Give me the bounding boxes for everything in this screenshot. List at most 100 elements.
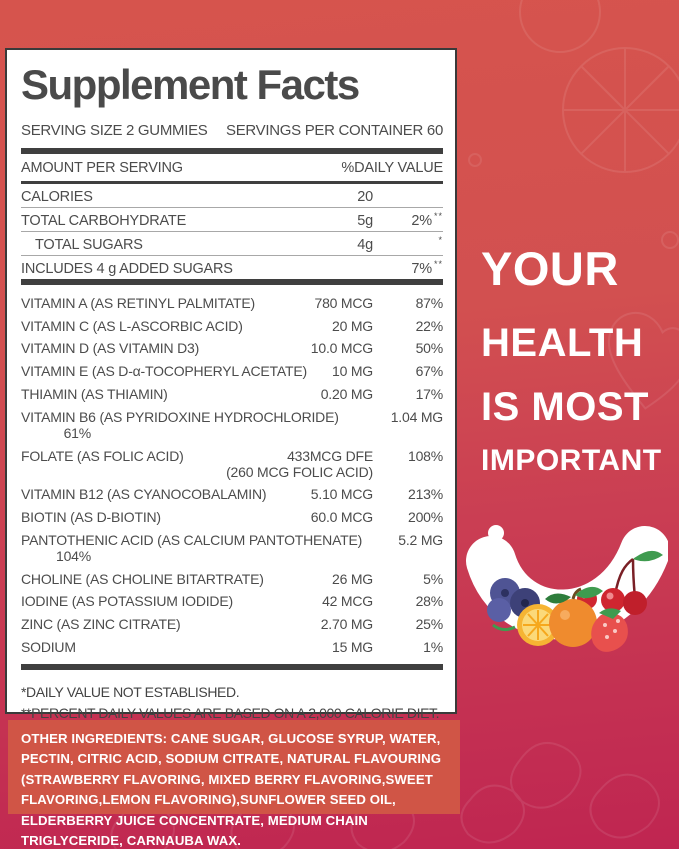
nutrient-amount: 60.0 MCG [310, 509, 373, 526]
fruits-smile-illustration [466, 525, 668, 652]
nutrient-amount: 1.04 MG [390, 408, 443, 425]
serving-info-row: SERVING SIZE 2 GUMMIES SERVINGS PER CONT… [21, 122, 443, 139]
table-row: TOTAL CARBOHYDRATE 5g 2% ** [21, 208, 443, 232]
nutrient-amount: 433MCG DFE [287, 447, 373, 464]
nutrient-name: VITAMIN B12 (AS CYANOCOBALAMIN) [21, 486, 267, 503]
table-row: VITAMIN B12 (AS CYANOCOBALAMIN) 5.10 MCG 2… [21, 483, 443, 506]
table-row: ZINC (AS ZINC CITRATE) 2.70 MG 25% [21, 613, 443, 636]
nutrient-name: PANTOTHENIC ACID (AS CALCIUM PANTOTHENAT… [21, 531, 363, 548]
nutrient-amount: 780 MCG [314, 294, 373, 311]
tagline-line-1: YOUR [481, 242, 619, 295]
supplement-facts-panel: Supplement Facts SERVING SIZE 2 GUMMIES … [5, 48, 457, 721]
nutrient-amount: 10.0 MCG [310, 340, 373, 357]
nutrient-daily-value: 5% [423, 570, 443, 587]
nutrient-daily-value: 200% [407, 509, 443, 526]
nutrient-name: BIOTIN (AS D-BIOTIN) [21, 509, 161, 526]
nutrient-name: FOLATE (AS FOLIC ACID) [21, 447, 184, 464]
nutrient-daily-value: 25% [415, 616, 444, 633]
nutrient-name: VITAMIN E (AS D-α-TOCOPHERYL ACETATE) [21, 363, 307, 380]
tagline: YOUR HEALTH IS MOST IMPORTANT [481, 245, 673, 476]
nutrient-daily-value [373, 187, 443, 205]
amount-per-serving-header: AMOUNT PER SERVING [21, 160, 183, 177]
nutrient-amount: 10 MG [331, 363, 373, 380]
nutrient-name: THIAMIN (AS THIAMIN) [21, 386, 168, 403]
nutrient-amount: 20 MG [331, 317, 373, 334]
table-row: SODIUM 15 MG 1% [21, 636, 443, 659]
nutrient-name: ZINC (AS ZINC CITRATE) [21, 616, 181, 633]
nutrient-name: VITAMIN A (AS RETINYL PALMITATE) [21, 294, 255, 311]
nutrient-amount: 15 MG [331, 639, 373, 656]
footnotes: *DAILY VALUE NOT ESTABLISHED. **PERCENT D… [21, 682, 443, 724]
nutrient-daily-value: 50% [415, 340, 444, 357]
lemon-slice-icon [517, 604, 559, 646]
nutrient-name: TOTAL CARBOHYDRATE [21, 212, 187, 229]
servings-per-container-label: SERVINGS PER CONTAINER 60 [225, 122, 443, 140]
nutrient-amount: 26 MG [331, 570, 373, 587]
table-row: VITAMIN B6 (AS PYRIDOXINE HYDROCHLORIDE)… [21, 405, 443, 444]
nutrient-daily-value: 67% [415, 363, 444, 380]
table-row: CHOLINE (AS CHOLINE BITARTRATE) 26 MG 5% [21, 567, 443, 590]
footnote-marker: ** [433, 258, 443, 269]
macro-nutrients-table: CALORIES 20 TOTAL CARBOHYDRATE 5g 2% ** TOTAL … [21, 184, 443, 278]
nutrient-daily-value: 61% [63, 424, 92, 441]
tagline-line-4: IMPORTANT [481, 444, 662, 477]
footnote-line: *DAILY VALUE NOT ESTABLISHED. [21, 684, 240, 701]
nutrient-name: VITAMIN C (AS L-ASCORBIC ACID) [21, 317, 243, 334]
nutrient-daily-value: 2% ** [411, 211, 443, 229]
orange-icon [545, 586, 603, 647]
nutrient-daily-value: 87% [415, 294, 444, 311]
nutrient-daily-value: * [373, 235, 443, 253]
nutrient-name: VITAMIN D (AS VITAMIN D3) [21, 340, 200, 357]
nutrient-amount: 42 MCG [322, 593, 373, 610]
other-ingredients-box: OTHER INGREDIENTS: CANE SUGAR, GLUCOSE S… [8, 720, 460, 848]
nutrient-daily-value: 28% [415, 593, 444, 610]
divider-medium [21, 181, 443, 185]
nutrient-daily-value: 213% [407, 486, 443, 503]
divider-thick-top [21, 148, 443, 155]
tagline-line-2: HEALTH [481, 321, 644, 365]
blueberry-icon [487, 578, 540, 632]
table-row: PANTOTHENIC ACID (AS CALCIUM PANTOTHENAT… [21, 529, 443, 568]
panel-title: Supplement Facts [21, 61, 360, 108]
nutrient-name: SODIUM [21, 639, 76, 656]
table-row: CALORIES 20 [21, 184, 443, 209]
table-row: BIOTIN (AS D-BIOTIN) 60.0 MCG 200% [21, 506, 443, 529]
serving-size-label: SERVING SIZE 2 GUMMIES [21, 122, 208, 140]
divider-thick-mid-1 [21, 278, 443, 285]
table-row: VITAMIN C (AS L-ASCORBIC ACID) 20 MG 22% [21, 314, 443, 337]
nutrient-name: VITAMIN B6 (AS PYRIDOXINE HYDROCHLORIDE) [21, 408, 339, 425]
nutrient-amount: 5.10 MCG [310, 486, 373, 503]
nutrient-name: IODINE (AS POTASSIUM IODIDE) [21, 593, 233, 610]
nutrient-daily-value: 22% [415, 317, 444, 334]
nutrient-amount: 5.2 MG [398, 531, 443, 548]
daily-value-header: %DAILY VALUE [341, 160, 443, 177]
footnote-line: **PERCENT DAILY VALUES ARE BASED ON A 2,… [21, 705, 440, 722]
nutrient-name: INCLUDES 4 g ADDED SUGARS [21, 260, 233, 277]
footnote-marker: * [438, 234, 443, 245]
table-row: VITAMIN E (AS D-α-TOCOPHERYL ACETATE) 10 … [21, 360, 443, 383]
cherry-icon [601, 550, 663, 615]
vitamins-table: VITAMIN A (AS RETINYL PALMITATE) 780 MCG 8… [21, 285, 443, 665]
nutrient-name: CALORIES [21, 189, 93, 206]
table-row: VITAMIN D (AS VITAMIN D3) 10.0 MCG 50% [21, 337, 443, 360]
strawberry-icon [591, 608, 628, 652]
table-row: VITAMIN A (AS RETINYL PALMITATE) 780 MCG 8… [21, 292, 443, 315]
nutrient-name: CHOLINE (AS CHOLINE BITARTRATE) [21, 570, 264, 587]
nutrient-daily-value: 17% [415, 386, 444, 403]
nutrient-amount: 0.20 MG [320, 386, 373, 403]
tagline-line-3: IS MOST [481, 385, 649, 429]
table-row: FOLATE (AS FOLIC ACID) 433MCG DFE 108% (260… [21, 444, 443, 483]
table-header-row: AMOUNT PER SERVING %DAILY VALUE [21, 154, 443, 181]
nutrient-daily-value: 108% [407, 447, 443, 464]
nutrient-amount: 20 [357, 189, 373, 206]
footnote-marker: ** [433, 211, 443, 222]
nutrient-daily-value: 1% [423, 639, 443, 656]
nutrient-name: TOTAL SUGARS [35, 236, 143, 253]
other-ingredients-text: OTHER INGREDIENTS: CANE SUGAR, GLUCOSE S… [21, 731, 442, 849]
nutrient-amount: 4g [357, 236, 373, 253]
nutrient-daily-value: 7% ** [411, 258, 443, 277]
table-row: INCLUDES 4 g ADDED SUGARS 7% ** [21, 256, 443, 279]
nutrient-amount: 2.70 MG [320, 616, 373, 633]
table-row: THIAMIN (AS THIAMIN) 0.20 MG 17% [21, 383, 443, 406]
